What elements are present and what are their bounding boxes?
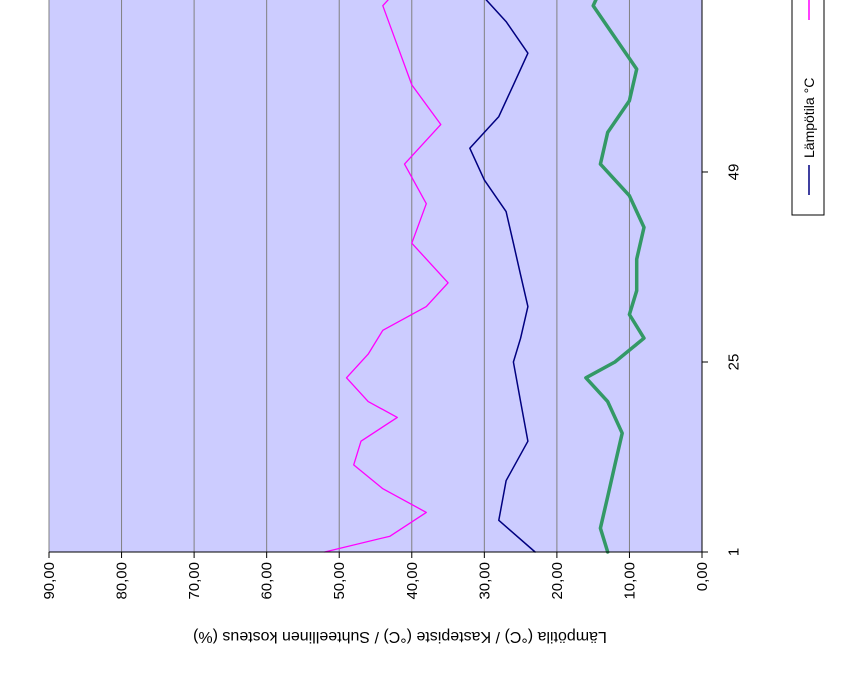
series-line-temperature [469, 0, 536, 553]
value-tick-label: 40,00 [404, 562, 421, 600]
axes [49, 0, 703, 553]
value-tick-label: 80,00 [114, 562, 131, 600]
plot-area [49, 0, 702, 552]
category-tick-label: 1 [726, 548, 743, 556]
value-tick-label: 50,00 [331, 562, 348, 600]
value-tick-label: 90,00 [41, 562, 58, 600]
category-ticks: 1254973971211451691932172412652893133 [702, 164, 743, 556]
value-tick-label: 20,00 [549, 562, 566, 600]
value-tick-label: 10,00 [621, 562, 638, 600]
series-layer [324, 0, 646, 554]
value-tick-label: 30,00 [476, 562, 493, 600]
category-tick-label: 25 [726, 354, 743, 371]
value-tick-label: 70,00 [186, 562, 203, 600]
series-line-dew-point [584, 0, 646, 554]
value-ticks: 0,00 10,00 20,00 30,00 40,00 50,00 60,00 70,00 8… [41, 552, 711, 600]
gridlines [48, 0, 630, 552]
value-tick-label: 0,00 [694, 562, 711, 591]
value-tick-label: 60,00 [259, 562, 276, 600]
legend-label-temperature: Lämpötila °C [801, 78, 817, 158]
value-axis-title: Lämpötila (°C) / Kastepiste (°C) / Suhte… [193, 628, 607, 645]
legend-box [791, 0, 825, 216]
legend: Lämpötila °CSuhteellinen kosteus % [791, 0, 825, 216]
series-line-relative-humidity [324, 0, 449, 553]
category-tick-label: 49 [726, 164, 743, 181]
